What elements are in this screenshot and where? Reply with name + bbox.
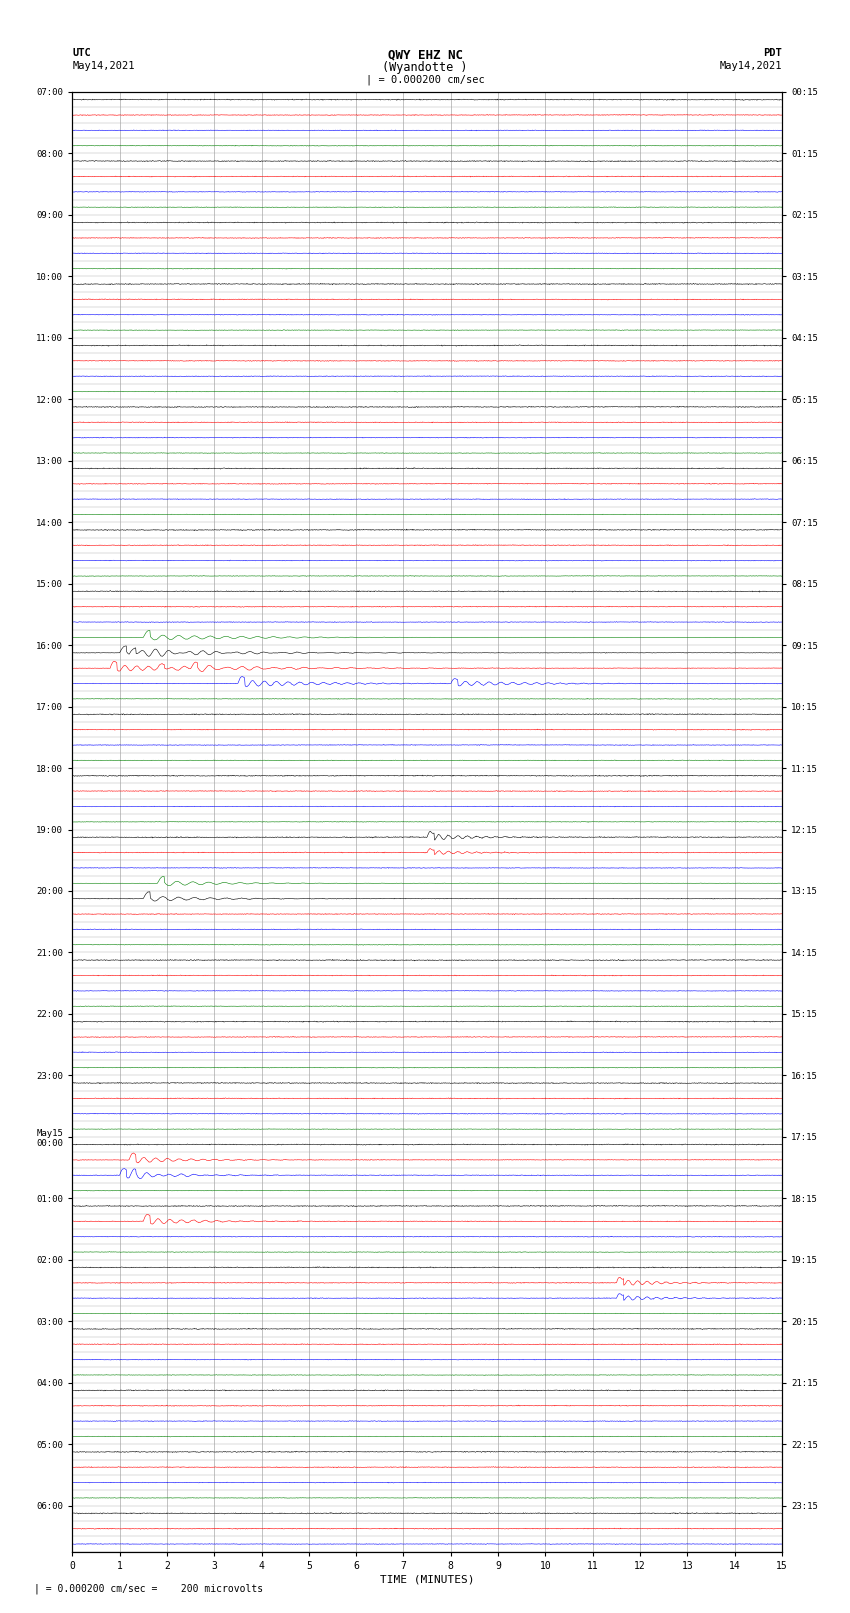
Text: May14,2021: May14,2021 <box>72 61 135 71</box>
Text: | = 0.000200 cm/sec: | = 0.000200 cm/sec <box>366 74 484 85</box>
Text: (Wyandotte ): (Wyandotte ) <box>382 61 468 74</box>
Text: QWY EHZ NC: QWY EHZ NC <box>388 48 462 61</box>
X-axis label: TIME (MINUTES): TIME (MINUTES) <box>380 1574 474 1586</box>
Text: UTC: UTC <box>72 48 91 58</box>
Text: | = 0.000200 cm/sec =    200 microvolts: | = 0.000200 cm/sec = 200 microvolts <box>34 1582 264 1594</box>
Text: May14,2021: May14,2021 <box>719 61 782 71</box>
Text: PDT: PDT <box>763 48 782 58</box>
